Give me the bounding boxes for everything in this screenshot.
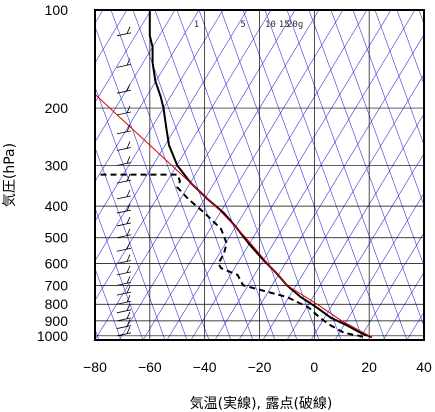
wind-barb (116, 234, 132, 239)
isotherm-line (431, 10, 435, 340)
y-tick-label: 300 (45, 157, 69, 173)
wind-barb-flag (126, 228, 131, 236)
adiabat-curve (242, 10, 364, 340)
wind-barb-flag (126, 105, 131, 114)
wind-barb-flag (126, 26, 131, 34)
wind-barb-flag (126, 189, 131, 198)
wind-barb (116, 111, 132, 116)
x-tick-label: 20 (361, 359, 377, 375)
x-tick-label: −60 (138, 359, 162, 375)
y-tick-label: 200 (45, 100, 69, 116)
wind-barbs (116, 26, 132, 337)
adiabat-curve (352, 10, 424, 207)
y-tick-label: 900 (45, 313, 69, 329)
wind-barb (116, 162, 132, 166)
wind-barb (116, 271, 132, 276)
plot-frame (94, 9, 425, 341)
wind-barb (116, 147, 132, 151)
wind-barb (116, 291, 132, 296)
wind-barb-flag (126, 156, 131, 164)
x-axis-label: 気温(実線), 露点(破線) (190, 396, 333, 412)
isotherm-line (95, 10, 176, 143)
wind-barb-flag (126, 124, 131, 133)
y-axis-label: 気圧(hPa) (2, 143, 18, 207)
wind-barb-flag (126, 203, 131, 212)
isotherm-line (95, 10, 152, 103)
x-tick-label: −40 (193, 359, 217, 375)
reference-line (95, 93, 373, 338)
wind-barb (116, 281, 132, 286)
adiabat-curve (374, 10, 424, 146)
wind-barb (116, 260, 132, 264)
y-tick-label: 400 (45, 198, 69, 214)
wind-barb-flag (126, 276, 131, 284)
adiabat-curve (95, 25, 210, 340)
mixing-ratio-label: 5 (240, 20, 245, 30)
mixing-ratio-label: 1 (194, 20, 199, 30)
wind-barb (116, 332, 132, 337)
wind-barb (116, 247, 132, 252)
dewpoint-line (100, 173, 367, 339)
adiabat-curve (95, 86, 188, 340)
wind-barb (116, 309, 132, 314)
adiabat-curve (220, 10, 342, 340)
y-tick-label: 700 (45, 277, 69, 293)
wind-barb-flag (126, 58, 131, 66)
isotherm-line (95, 10, 200, 183)
x-tick-label: 0 (310, 359, 318, 375)
wind-barb (116, 195, 132, 200)
adiabat-curve (95, 267, 122, 340)
wind-barb-flag (126, 242, 131, 250)
wind-barb-flag (126, 303, 131, 311)
wind-barb-flag (126, 326, 131, 334)
wind-barb (116, 300, 132, 305)
adiabat-curve (330, 10, 424, 267)
isotherm-line (95, 10, 248, 262)
adiabat-curve (198, 10, 320, 340)
y-tick-label: 100 (45, 2, 69, 18)
adiabat-curve (95, 207, 144, 340)
y-tick-label: 1000 (37, 328, 68, 344)
wind-barb-flag (126, 311, 131, 320)
wind-barb-flag (126, 285, 131, 294)
wind-barb (116, 325, 132, 329)
wind-barb (116, 63, 132, 68)
y-tick-label: 600 (45, 256, 69, 272)
wind-barb-flag (126, 216, 131, 225)
adiabat-curve (176, 10, 298, 340)
adiabat-curve (132, 10, 254, 340)
grid-lines (94, 9, 425, 340)
wind-barb (116, 179, 132, 184)
adiabat-curve (286, 10, 408, 340)
wind-barb-flag (126, 295, 131, 303)
mixing-ratio-label: 20g (287, 20, 303, 30)
adiabat-curve (396, 10, 424, 86)
mixing-ratio-label: 15 (279, 20, 290, 30)
wind-barb (116, 222, 132, 227)
wind-barb-flag (126, 254, 131, 262)
x-tick-label: −20 (248, 359, 272, 375)
wind-barb-flag (126, 84, 131, 92)
wind-barb-flag (126, 319, 131, 327)
wind-barb-flag (126, 174, 131, 182)
x-tick-labels: −80 −60 −40 −20 0 20 40 (83, 359, 432, 375)
x-tick-label: −80 (83, 359, 107, 375)
wind-barb (116, 317, 132, 322)
y-tick-label: 800 (45, 296, 69, 312)
sounding-series (95, 10, 373, 339)
wind-barb (116, 130, 132, 135)
wind-barb (116, 209, 132, 214)
y-tick-label: 500 (45, 230, 69, 246)
wind-barb-flag (126, 265, 131, 274)
mixing-ratio-label: 10 (265, 20, 276, 30)
x-tick-label: 40 (416, 359, 432, 375)
wind-barb-flag (126, 141, 131, 149)
wind-barb (116, 32, 132, 37)
wind-barb (116, 89, 132, 94)
